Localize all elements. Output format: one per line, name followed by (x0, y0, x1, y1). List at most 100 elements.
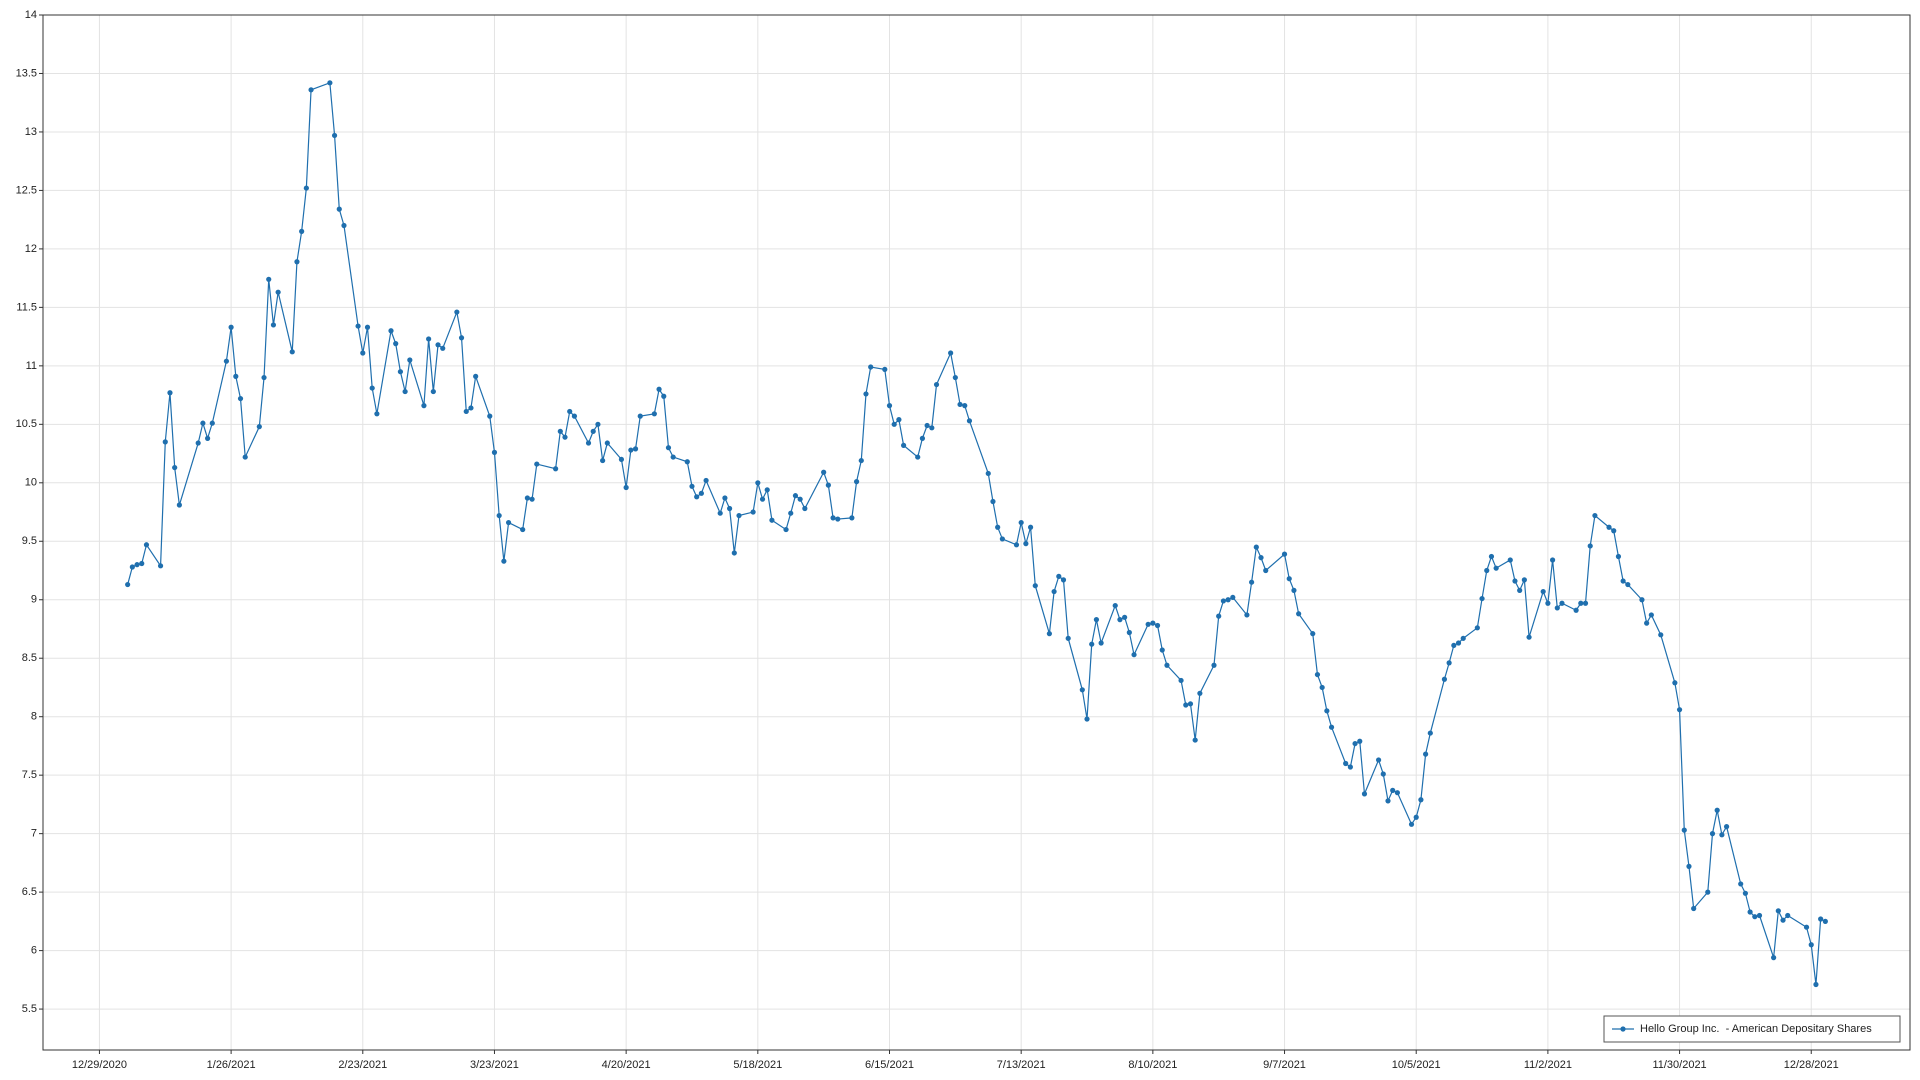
data-point (270, 322, 277, 328)
data-point (821, 469, 827, 475)
data-point (1587, 543, 1593, 549)
series-line (127, 81, 1826, 985)
data-point (1512, 578, 1518, 584)
data-point (1056, 573, 1062, 579)
data-point (303, 185, 309, 191)
data-point (830, 515, 836, 521)
data-point (1615, 553, 1622, 560)
data-point (783, 526, 789, 533)
data-point (421, 403, 427, 409)
data-point (919, 435, 926, 441)
data-point (1164, 662, 1170, 668)
data-point (1216, 613, 1222, 619)
data-point (1286, 576, 1292, 582)
y-tick-label: 13 (25, 126, 37, 138)
data-point (435, 342, 441, 348)
data-point (750, 509, 756, 515)
data-point (129, 564, 135, 570)
data-point (1611, 528, 1617, 534)
data-point (1352, 740, 1358, 747)
data-point (468, 405, 474, 411)
data-point (1187, 701, 1194, 707)
data-point (1178, 677, 1184, 684)
data-point (1183, 702, 1189, 708)
data-point (684, 459, 690, 465)
data-point (1145, 621, 1151, 627)
data-point (369, 385, 375, 391)
data-point (1681, 827, 1687, 833)
data-point (426, 336, 432, 342)
data-point (853, 479, 860, 485)
data-point (1691, 905, 1697, 912)
data-point (567, 408, 573, 415)
x-tick-label: 11/2/2021 (1524, 1059, 1572, 1071)
data-point (1258, 555, 1264, 561)
data-point (289, 349, 295, 355)
data-point (999, 536, 1005, 542)
y-tick-label: 8.5 (22, 652, 37, 664)
data-point (162, 439, 168, 445)
y-tick-label: 12.5 (16, 184, 37, 196)
data-point (1319, 684, 1325, 691)
data-point (1347, 764, 1353, 770)
x-tick-label: 6/15/2021 (865, 1059, 914, 1071)
data-point (1084, 716, 1090, 722)
data-point (1517, 587, 1523, 593)
y-tick-label: 8 (31, 711, 37, 723)
data-point (957, 401, 963, 408)
data-point (1065, 635, 1071, 641)
data-point (995, 524, 1001, 530)
x-tick-label: 11/30/2021 (1652, 1059, 1706, 1071)
data-point (1281, 551, 1288, 557)
data-point (825, 482, 831, 488)
data-point (1559, 600, 1565, 606)
data-point (360, 350, 366, 356)
data-point (355, 323, 361, 329)
y-tick-label: 12 (25, 243, 37, 255)
data-point (1296, 611, 1302, 617)
data-point (1225, 597, 1231, 603)
data-point (1780, 917, 1786, 923)
data-point (929, 425, 935, 431)
data-point (1573, 607, 1579, 613)
data-point (1451, 642, 1457, 648)
data-point (1460, 635, 1466, 641)
y-tick-label: 9.5 (22, 535, 37, 547)
data-point (769, 517, 775, 523)
data-point (1747, 909, 1753, 915)
data-point (1023, 541, 1029, 547)
data-point (915, 454, 921, 460)
data-point (670, 454, 676, 460)
x-tick-label: 1/26/2021 (207, 1059, 256, 1071)
data-point (1253, 544, 1259, 550)
data-point (882, 366, 888, 372)
y-tick-label: 7.5 (22, 769, 37, 781)
data-point (727, 505, 733, 512)
y-tick-label: 9 (31, 594, 37, 606)
data-point (374, 411, 380, 417)
data-point (1328, 724, 1335, 730)
data-point (1639, 597, 1645, 603)
data-point (1122, 614, 1128, 620)
data-point (261, 374, 267, 381)
data-point (901, 442, 907, 448)
data-point (1343, 760, 1349, 767)
data-point (1060, 577, 1067, 583)
data-point (590, 428, 596, 434)
data-point (331, 132, 338, 139)
data-point (835, 516, 841, 522)
data-point (209, 420, 215, 426)
data-point (656, 386, 662, 392)
data-point (1018, 519, 1024, 526)
data-point (237, 395, 244, 402)
data-point (1375, 757, 1382, 763)
data-point (1079, 687, 1085, 693)
data-point (1686, 863, 1692, 869)
data-point (529, 496, 535, 502)
data-point (1390, 787, 1396, 793)
data-point (256, 424, 262, 430)
data-point (764, 487, 770, 493)
data-point (139, 560, 145, 567)
data-point (802, 505, 808, 512)
data-point (1592, 512, 1598, 519)
